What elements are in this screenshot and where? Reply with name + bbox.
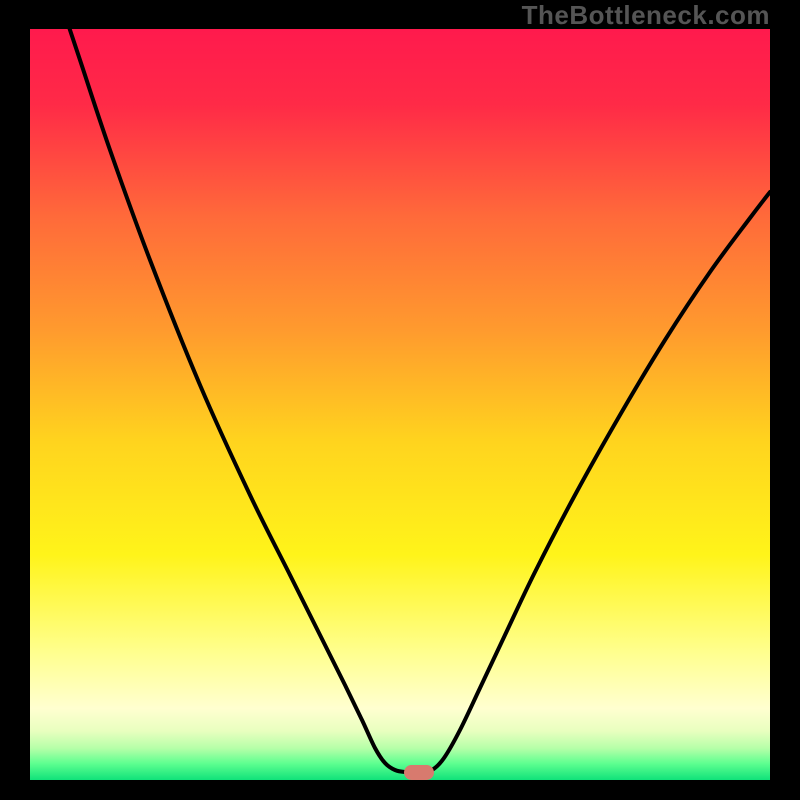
curve-layer	[0, 0, 800, 800]
chart-container: TheBottleneck.com	[0, 0, 800, 800]
bottleneck-curve	[60, 0, 770, 772]
optimal-point-marker	[404, 765, 434, 780]
